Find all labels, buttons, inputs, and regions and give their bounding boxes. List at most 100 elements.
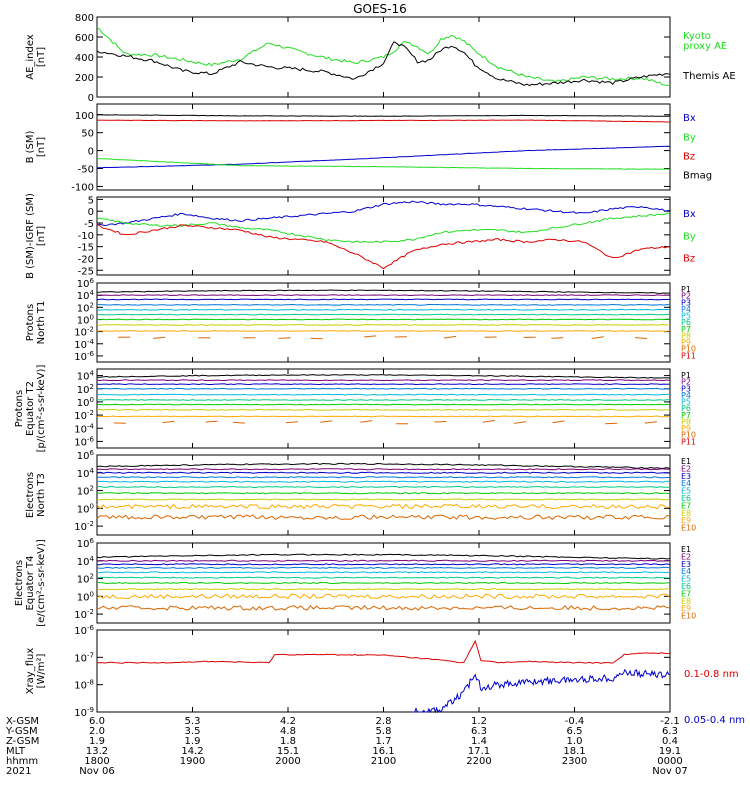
series-line-e6 [96,485,671,489]
y-tick-label: 10-7 [74,651,94,664]
series-line-bx [96,200,671,227]
y-axis-label-line: North T3 [36,473,47,517]
series-line-p5 [96,308,671,311]
figure-title: GOES-16 [353,2,407,16]
series-line-e10 [96,514,671,521]
legend-item: P8 [681,417,691,426]
y-tick-label: 800 [75,13,94,24]
legend-item: P2 [681,378,691,387]
y-tick-exponent: -2 [87,520,94,528]
legend-item: P4 [681,305,691,314]
y-tick-exponent: 4 [90,370,95,378]
y-tick-exponent: 6 [90,537,95,545]
series-line-p7 [96,403,671,406]
ephemeris-value: 2200 [466,756,491,767]
y-tick-label: 200 [75,73,94,84]
legend-item: E6 [681,582,691,591]
legend-item: 0.1-0.8 nm [684,669,739,680]
y-tick-label: -15 [78,243,94,254]
legend-item: P7 [681,325,691,334]
series-line-e1 [96,553,671,560]
legend-item: P9 [681,338,691,347]
y-tick-label: 0 [88,207,94,218]
ephemeris-row-label: Z-GSM [6,736,39,747]
ephemeris-value: 5.8 [376,726,392,737]
y-tick-label: -100 [71,182,94,193]
ephemeris-value: 4.8 [280,726,296,737]
legend-item: E3 [681,560,691,569]
series-line-p10 [285,421,298,424]
legend-item: E1 [681,457,691,466]
legend-item: P2 [681,292,691,301]
legend-item: Bz [683,254,695,265]
legend-item: E10 [681,612,696,621]
y-tick-label: 104 [77,289,95,302]
ephemeris-value: 0000 [657,756,682,767]
ephemeris-value: 19.1 [659,746,681,757]
ephemeris-value: 6.3 [662,726,678,737]
ephemeris-value: 2.8 [376,716,392,727]
ephemeris-table: X-GSMY-GSMZ-GSMMLThhmm20216.02.01.913.21… [5,716,688,777]
ephemeris-value: Nov 07 [652,766,687,777]
y-tick-label: 600 [75,33,94,44]
legend-item: P3 [681,384,691,393]
legend-item: E9 [681,604,691,613]
series-line-p1 [96,289,671,294]
y-tick-label: 0 [88,147,94,158]
series-line-e4 [96,566,671,569]
series-line-p2 [96,294,671,297]
ephemeris-value: 14.2 [181,746,203,757]
series-line-p6 [97,398,671,401]
legend-item: Kyoto [683,31,711,42]
series-line-e6 [96,576,671,579]
y-tick-exponent: -6 [87,435,95,443]
y-tick-exponent: 4 [90,555,95,563]
ephemeris-value: 1.8 [280,736,296,747]
y-axis-label-line: Equator T2 [25,381,36,436]
y-tick-label: 100 [77,590,94,603]
legend-item: Bx [683,113,696,124]
y-tick-label: -20 [78,254,94,265]
y-axis-label: B (SM) [nT] [25,130,47,163]
series-line-e2 [96,559,670,562]
series-line-p10 [591,336,604,339]
ephemeris-value: 1.7 [376,736,392,747]
series-line-e3 [97,563,671,566]
series-line-e1 [96,462,671,469]
series-line-p10 [320,420,333,423]
series-line-p2 [96,379,671,382]
y-tick-exponent: 2 [90,301,94,309]
y-tick-label: 5 [88,195,94,206]
y-tick-exponent: 4 [90,289,95,297]
legend-item: E7 [681,501,691,510]
legend-item: P4 [681,391,691,400]
series-line-e5 [96,571,671,574]
series-line-e7 [96,492,671,495]
ephemeris-row-label: Y-GSM [5,726,38,737]
legend-item: P5 [681,312,691,321]
panel-ee: Electrons Equator T4 [e/(cm²-s-sr-keV)] 106… [14,537,696,627]
series-line-p4 [97,303,671,306]
y-axis-label-line: Xray_flux [25,648,36,695]
y-tick-exponent: 2 [90,573,94,581]
y-tick-label: 102 [77,383,94,396]
y-tick-label: 10-2 [74,608,94,621]
y-tick-label: -5 [84,219,94,230]
y-tick-exponent: 2 [90,485,94,493]
y-tick-exponent: -2 [87,326,94,334]
y-tick-exponent: -6 [87,624,95,632]
ephemeris-value: 6.5 [567,726,583,737]
y-axis-label: Electrons North T3 [25,472,47,518]
series-line-p10 [434,421,447,423]
legend-item: By [683,132,696,143]
legend-item: P11 [681,351,696,360]
y-axis-label-line: [W/m²] [36,653,47,688]
series-line-e9 [96,503,671,510]
y-axis-label: Protons North T1 [25,301,47,345]
series-line-p4 [96,387,670,390]
series-line-e8 [96,588,671,591]
legend-item: E6 [681,494,691,503]
series-line-e10 [96,605,671,611]
series-line-p9 [96,330,671,332]
